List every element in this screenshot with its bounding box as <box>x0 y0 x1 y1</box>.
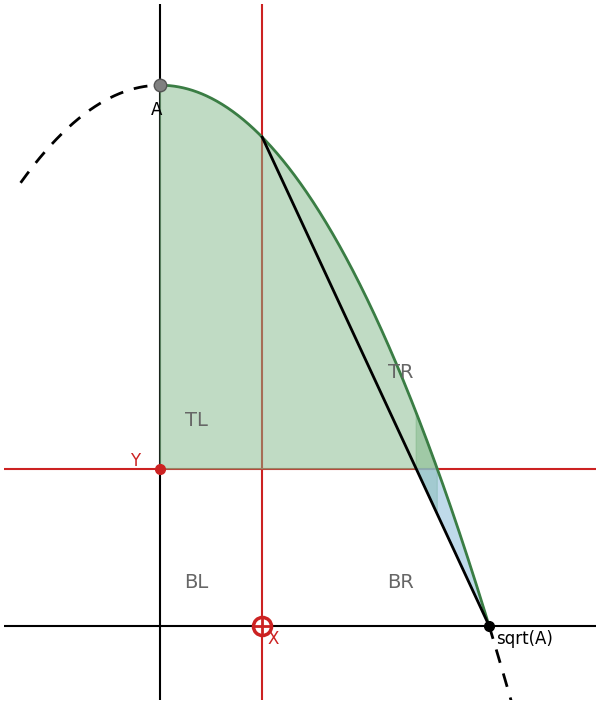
Text: BR: BR <box>387 573 413 592</box>
Text: TL: TL <box>185 410 208 429</box>
Text: TR: TR <box>388 363 413 382</box>
Polygon shape <box>416 469 489 626</box>
Text: A: A <box>151 101 162 119</box>
Polygon shape <box>416 413 437 514</box>
Text: BL: BL <box>184 573 208 592</box>
Polygon shape <box>160 85 437 469</box>
Text: X: X <box>267 631 278 648</box>
Text: sqrt(A): sqrt(A) <box>496 631 553 648</box>
Text: Y: Y <box>130 452 140 470</box>
